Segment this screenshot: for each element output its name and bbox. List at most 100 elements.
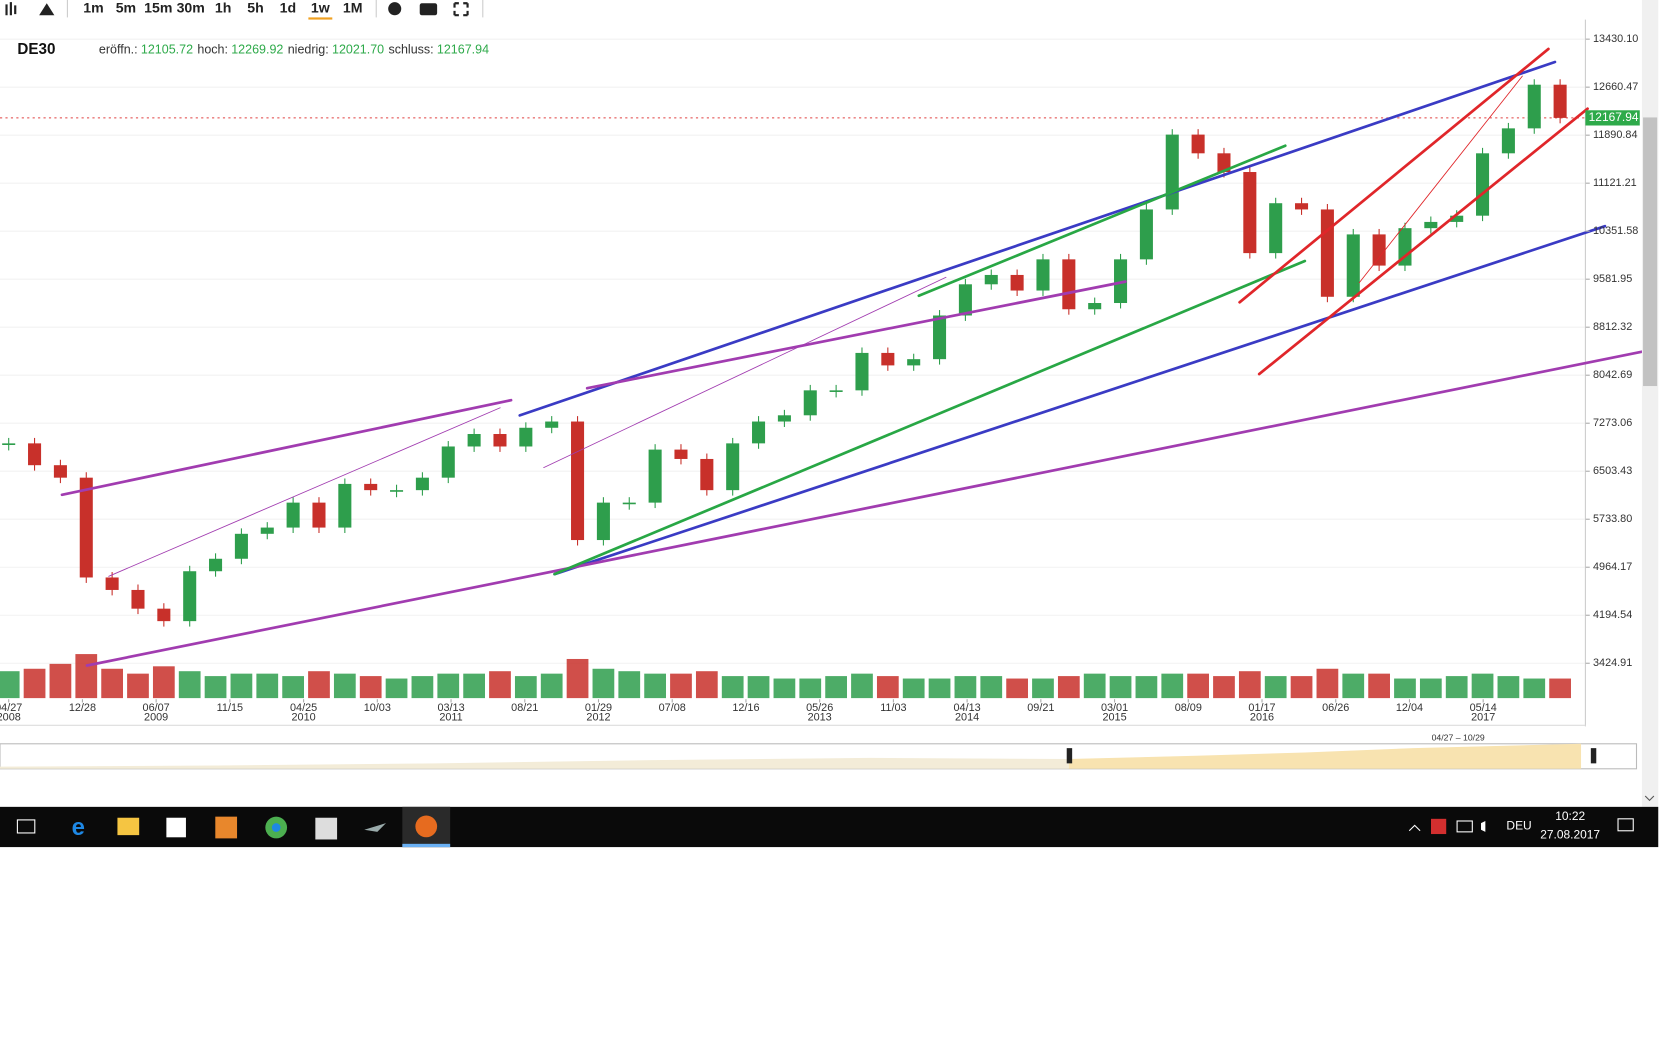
volume-bar xyxy=(463,673,485,699)
explorer-icon[interactable] xyxy=(117,817,140,836)
volume-bar xyxy=(618,671,641,699)
volume-bar xyxy=(23,668,46,699)
pdf-icon[interactable] xyxy=(315,817,338,840)
trendline[interactable] xyxy=(85,348,1651,667)
trendline[interactable] xyxy=(1238,47,1550,304)
y-tick-label: 11121.21 xyxy=(1593,177,1637,189)
y-tick-label: 12660.47 xyxy=(1593,81,1638,93)
interval[interactable]: 30m xyxy=(177,0,205,15)
settings-icon[interactable] xyxy=(388,2,402,16)
volume-bar xyxy=(1471,673,1494,699)
y-tick-label: 4964.17 xyxy=(1593,561,1632,573)
volume-bar xyxy=(1187,673,1209,699)
notifications-icon[interactable] xyxy=(1617,818,1634,832)
trendline[interactable] xyxy=(60,398,513,497)
clock-time[interactable]: 10:22 xyxy=(1555,809,1585,823)
volume-icon[interactable] xyxy=(1481,820,1486,832)
trendline[interactable] xyxy=(917,144,1287,298)
volume-bar xyxy=(1290,676,1313,699)
volume-bar xyxy=(1419,678,1442,699)
y-tick-label: 3424.91 xyxy=(1593,657,1632,669)
interval[interactable]: 1d xyxy=(280,0,296,15)
candle xyxy=(1501,128,1515,154)
volume-bar xyxy=(1342,673,1365,699)
candle xyxy=(1165,134,1179,210)
trendline[interactable] xyxy=(518,60,1557,417)
volume-bar xyxy=(1238,671,1261,699)
candle xyxy=(700,458,714,491)
trendline[interactable] xyxy=(1257,107,1589,376)
trendline[interactable] xyxy=(543,276,947,469)
candle-icon[interactable] xyxy=(5,2,17,16)
field-value: 12167.94 xyxy=(437,42,489,56)
volume-bar xyxy=(1368,673,1390,699)
candle xyxy=(1424,221,1438,229)
scrollbar-thumb[interactable] xyxy=(1643,117,1658,387)
firefox-icon[interactable] xyxy=(415,815,438,838)
symbol: DE30 xyxy=(17,41,55,58)
trendline[interactable] xyxy=(585,280,1127,390)
volume-bar xyxy=(1135,676,1158,699)
x-tick-label: 04/25 xyxy=(290,702,317,714)
interval[interactable]: 1m xyxy=(83,0,103,15)
field-label: niedrig: xyxy=(288,42,329,56)
task-view[interactable] xyxy=(16,819,36,834)
media-icon[interactable] xyxy=(215,816,238,839)
active-underline xyxy=(308,17,333,20)
tray-arrow[interactable] xyxy=(1408,824,1421,832)
store-icon[interactable] xyxy=(166,817,186,838)
candle xyxy=(1217,153,1231,173)
candle xyxy=(1295,203,1309,210)
volume-bar xyxy=(152,666,175,699)
x-tick-label: 08/09 xyxy=(1175,702,1202,714)
interval[interactable]: 5h xyxy=(247,0,263,15)
scroll-down[interactable] xyxy=(1644,795,1655,802)
trendlines xyxy=(60,47,1651,667)
x-tick-label: 11/15 xyxy=(217,702,243,714)
candle xyxy=(183,571,197,622)
volume-bar xyxy=(230,673,253,699)
network-icon[interactable] xyxy=(1456,820,1473,833)
y-tick-label: 11890.84 xyxy=(1593,129,1637,141)
clock-date[interactable]: 27.08.2017 xyxy=(1540,827,1600,841)
volume-bar xyxy=(308,671,330,699)
navigator-handle[interactable] xyxy=(1590,748,1597,764)
candle xyxy=(519,427,533,447)
x-tick-year: 2010 xyxy=(292,712,316,724)
interval[interactable]: 5m xyxy=(116,0,136,15)
volume-bar xyxy=(644,673,666,699)
candle xyxy=(2,443,16,445)
trendline[interactable] xyxy=(108,407,501,577)
x-tick-label: 01/29 xyxy=(585,702,612,714)
camera-icon[interactable] xyxy=(419,3,438,16)
x-tick-label: 12/04 xyxy=(1396,702,1423,714)
trendline[interactable] xyxy=(553,259,1307,576)
interval[interactable]: 1M xyxy=(343,0,363,15)
chrome-center xyxy=(271,823,281,832)
candle xyxy=(571,421,585,541)
mountain-icon[interactable] xyxy=(39,3,55,16)
header: DE30 eröffn.: 12105.72 hoch: 12269.92 niedri… xyxy=(17,41,489,58)
candle xyxy=(777,415,791,422)
interval[interactable]: 15m xyxy=(144,0,172,15)
navigator-handle[interactable] xyxy=(1066,748,1073,764)
trendline[interactable] xyxy=(1358,75,1523,284)
tray-icon[interactable] xyxy=(1430,818,1447,835)
y-tick-label: 10351.58 xyxy=(1593,225,1638,237)
field-value: 12269.92 xyxy=(231,42,283,56)
volume-bar xyxy=(1109,676,1132,699)
fullscreen-icon[interactable] xyxy=(453,2,469,17)
candle xyxy=(1553,84,1567,118)
volume-bar xyxy=(876,676,899,699)
trendline[interactable] xyxy=(553,224,1607,576)
edge-icon[interactable]: e xyxy=(72,814,85,841)
volume-bar xyxy=(695,671,718,699)
interval[interactable]: 1h xyxy=(215,0,231,15)
interval[interactable]: 1w xyxy=(311,0,331,15)
volume-bar xyxy=(437,673,460,699)
candle xyxy=(390,490,404,492)
language[interactable]: DEU xyxy=(1506,819,1531,833)
candle xyxy=(829,390,843,392)
app-icon[interactable] xyxy=(364,823,387,832)
